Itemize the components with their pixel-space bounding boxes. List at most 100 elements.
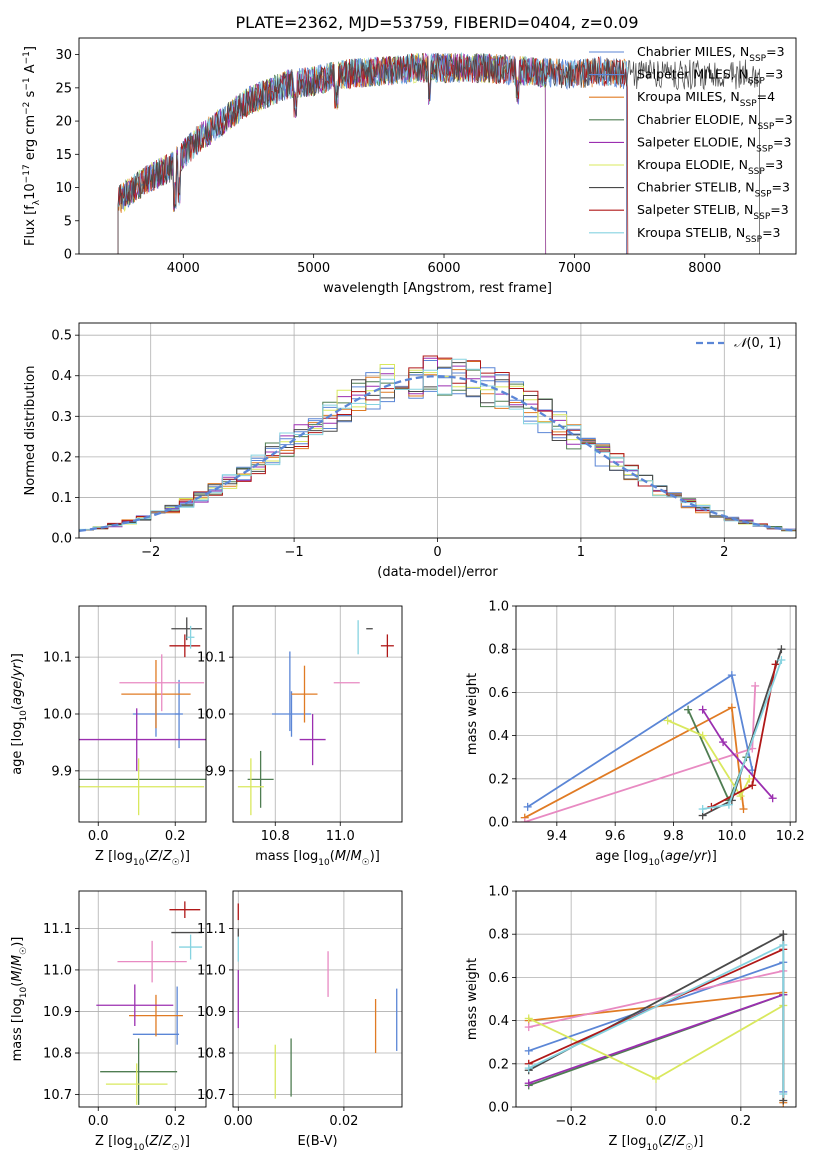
weight-line: [527, 673, 754, 808]
x-tick-label: 0.02: [329, 1114, 358, 1129]
x-tick-label: 7000: [558, 261, 591, 276]
axes-frame: [78, 890, 207, 1108]
x-axis-label: Z [log10(Z/Z☉)]: [95, 1134, 190, 1153]
y-tick-label: 10.1: [43, 651, 72, 666]
plot-area: [79, 355, 796, 533]
y-tick-label: 10.9: [197, 1005, 226, 1020]
x-axis-label: (data-model)/error: [377, 565, 498, 580]
x-tick-label: −0.2: [555, 1114, 587, 1129]
y-tick-label: 0.0: [51, 532, 72, 547]
axes-frame: [78, 37, 797, 255]
x-tick-label: 10.8: [261, 829, 290, 844]
plot-area: [96, 901, 203, 1105]
axes-frame: [78, 322, 797, 539]
plot-area: [117, 51, 760, 254]
normal-curve: [79, 375, 796, 533]
x-tick-label: 11.0: [326, 829, 355, 844]
axes-frame: [78, 605, 207, 823]
panel-age_vs_Z: 0.0 0.2 9.9 10.0 10.1 Z [log10(Z/Z☉)] age [log…: [10, 605, 207, 868]
x-tick-label: 1: [577, 545, 585, 560]
y-tick-label: 0.0: [488, 816, 509, 831]
x-axis-label: mass [log10(M/M☉)]: [255, 849, 380, 868]
x-tick-label: −2: [141, 545, 160, 560]
y-tick-label: 1.0: [488, 600, 509, 615]
y-axis-label: age [log10(age/yr)]: [10, 653, 29, 775]
x-tick-label: 10.0: [717, 829, 746, 844]
panel-weight_vs_age: 9.4 9.6 9.8 10.0 10.2 0.0 0.2 0.4 0.6 0.8 1.0 age […: [465, 600, 805, 869]
y-tick-label: 11.0: [197, 963, 226, 978]
x-tick-label: 4000: [167, 261, 200, 276]
panel-mass_vs_ebv: 0.00 0.02 10.7 10.8 10.9 11.0 11.1 E(B-V): [197, 890, 403, 1149]
y-tick-label: 15: [55, 148, 72, 163]
y-axis-label: Normed distribution: [23, 366, 38, 496]
panel-mass_vs_Z: 0.0 0.2 10.7 10.8 10.9 11.0 11.1 Z [log10(Z/Z☉)…: [10, 890, 207, 1153]
legend-entry: Salpeter MILES, NSSP=3: [637, 67, 783, 87]
y-tick-label: 5: [64, 214, 72, 229]
x-axis-label: age [log10(age/yr)]: [595, 849, 717, 868]
panel-residuals: −2 −1 0 1 2 0.0 0.1 0.2 0.3 0.4 0.5 (data-model)/er…: [23, 322, 797, 580]
y-tick-label: 9.9: [205, 764, 226, 779]
weight-line: [528, 993, 784, 1085]
x-axis-label: E(B-V): [297, 1134, 337, 1149]
y-tick-label: 10.0: [43, 708, 72, 723]
y-tick-label: 1.0: [488, 885, 509, 900]
axes-frame: [232, 890, 403, 1108]
x-axis-label: Z [log10(Z/Z☉)]: [95, 849, 190, 868]
legend-entry: Kroupa ELODIE, NSSP=3: [637, 157, 783, 177]
plot-area: [524, 930, 788, 1107]
weight-line: [528, 970, 784, 1028]
y-tick-label: 11.0: [43, 963, 72, 978]
legend-entry: Salpeter ELODIE, NSSP=3: [637, 134, 791, 154]
y-tick-label: 20: [55, 115, 72, 130]
x-tick-label: 10.2: [776, 829, 805, 844]
y-tick-label: 10.8: [43, 1047, 72, 1062]
axes-frame: [515, 605, 797, 823]
y-tick-label: 0.3: [51, 410, 72, 425]
plot-area: [237, 620, 394, 816]
panel-age_vs_mass: 10.8 11.0 9.9 10.0 10.1 mass [log10(M/M☉)]: [197, 605, 403, 868]
x-tick-label: 8000: [688, 261, 721, 276]
x-tick-label: 0.2: [165, 829, 186, 844]
y-tick-label: 10.1: [197, 651, 226, 666]
plot-area: [520, 645, 786, 822]
y-tick-label: 0.2: [488, 1057, 509, 1072]
y-axis-label: mass weight: [465, 958, 480, 1040]
plot-area: [237, 903, 398, 1099]
y-tick-label: 0.0: [488, 1101, 509, 1116]
x-tick-label: 0.0: [88, 829, 109, 844]
x-tick-label: 0.0: [88, 1114, 109, 1129]
y-tick-label: 10: [55, 181, 72, 196]
x-axis-label: wavelength [Angstrom, rest frame]: [323, 281, 552, 296]
y-tick-label: 0.8: [488, 928, 509, 943]
y-tick-label: 11.1: [43, 922, 72, 937]
y-tick-label: 30: [55, 48, 72, 63]
weight-line: [667, 719, 751, 798]
y-tick-label: 0.4: [488, 1014, 509, 1029]
legend-entry: Kroupa MILES, NSSP=4: [637, 89, 775, 109]
y-tick-label: 0.1: [51, 491, 72, 506]
x-tick-label: 9.6: [605, 829, 626, 844]
legend-entry: Chabrier ELODIE, NSSP=3: [637, 112, 793, 132]
plot-area: [79, 617, 206, 816]
legend-entry: Kroupa STELIB, NSSP=3: [637, 225, 781, 245]
x-tick-label: 6000: [427, 261, 460, 276]
x-tick-label: 0.2: [731, 1114, 752, 1129]
y-tick-label: 10.7: [43, 1088, 72, 1103]
y-tick-label: 10.0: [197, 708, 226, 723]
y-tick-label: 25: [55, 81, 72, 96]
x-tick-label: 9.4: [546, 829, 567, 844]
spectrum-line: [117, 52, 760, 254]
x-tick-label: 2: [720, 545, 728, 560]
x-tick-label: 5000: [297, 261, 330, 276]
y-tick-label: 0.2: [488, 772, 509, 787]
y-tick-label: 0.5: [51, 329, 72, 344]
y-axis-label: mass [log10(M/M☉)]: [10, 937, 29, 1062]
y-tick-label: 0.8: [488, 643, 509, 658]
y-tick-label: 0.6: [488, 686, 509, 701]
y-tick-label: 0: [64, 248, 72, 263]
x-tick-label: 0.2: [165, 1114, 186, 1129]
x-tick-label: 9.8: [663, 829, 684, 844]
y-tick-label: 0.6: [488, 971, 509, 986]
y-tick-label: 10.9: [43, 1005, 72, 1020]
